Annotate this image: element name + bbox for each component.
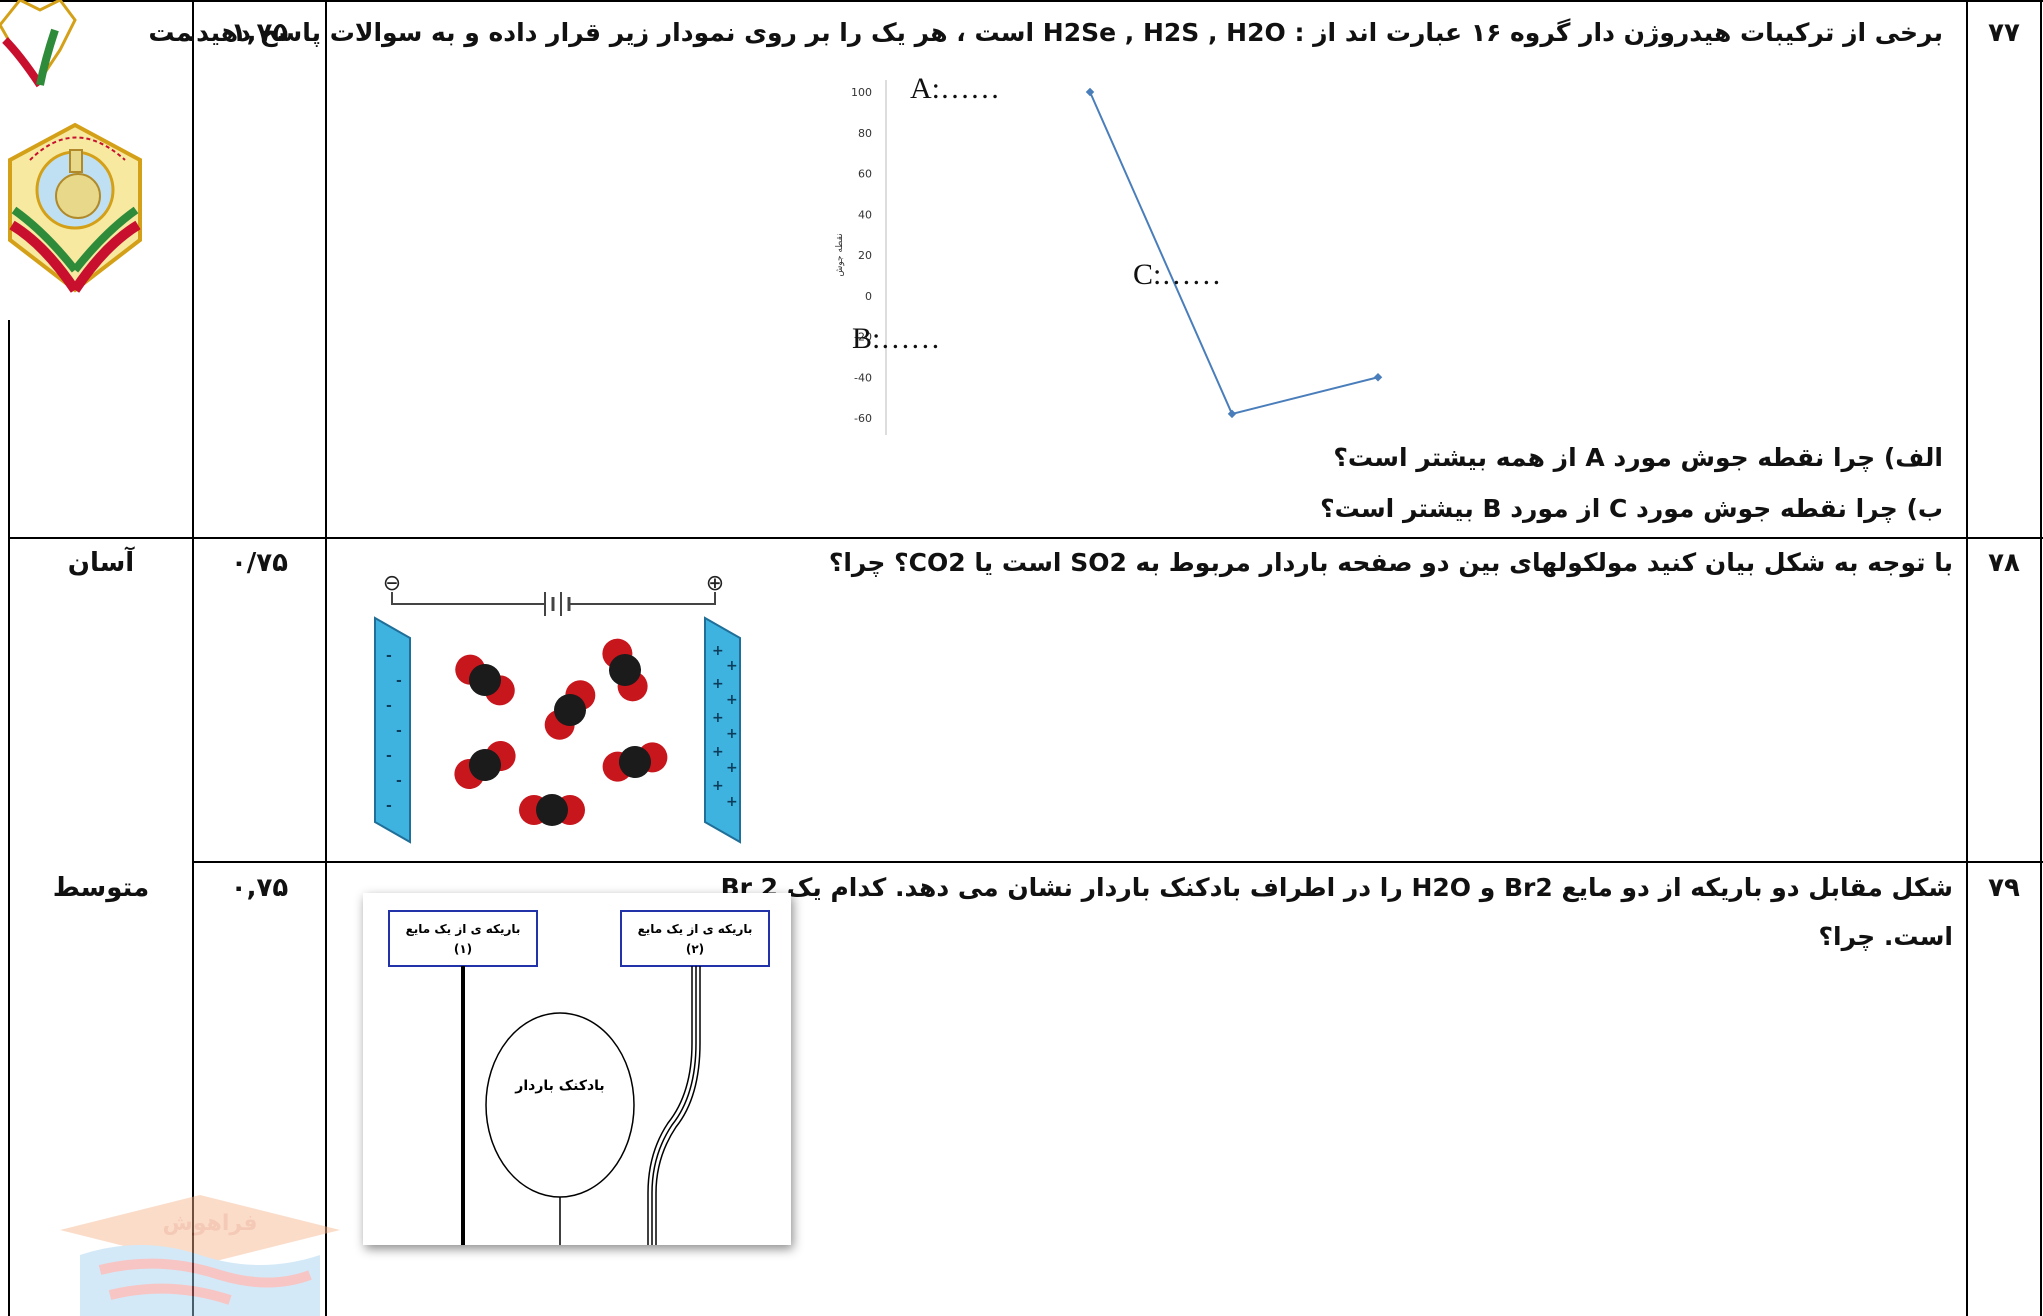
col-line-question-number — [1966, 0, 1968, 1316]
col-line-right — [2040, 0, 2042, 1316]
svg-text:+: + — [726, 794, 738, 810]
watermark-text: فراهوش — [162, 1211, 257, 1236]
svg-text:-: - — [386, 648, 392, 664]
chart-y-tick-label: 20 — [858, 249, 872, 262]
row-divider-78-79 — [192, 861, 2043, 863]
svg-text:-: - — [386, 748, 392, 764]
question-text-78: با توجه به شکل بیان کنید مولکولهای بین د… — [828, 548, 1953, 577]
question-number-77: ۷۷ — [1988, 18, 2020, 48]
svg-text:-: - — [396, 723, 402, 739]
chart-y-tick-label: -20 — [854, 331, 872, 344]
svg-text:+: + — [726, 658, 738, 674]
chart-point-label: C:…… — [1133, 258, 1221, 291]
question-level-77: مت — [148, 18, 192, 48]
chart-series-line — [1089, 91, 1379, 416]
col-line-left — [8, 320, 10, 1316]
charged-plates-figure: ⊖ ⊕ --- ---- ++++ ++++ ++ — [374, 571, 741, 844]
watermark-logo: فراهوش — [60, 1195, 340, 1316]
question-number-79: ۷۹ — [1988, 873, 2020, 903]
stream-right-label-box — [620, 910, 770, 967]
chart-y-tick-label: 100 — [851, 86, 872, 99]
molecule — [519, 794, 585, 826]
stream-right — [647, 966, 701, 1245]
question-score-79: ۰,۷۵ — [230, 873, 289, 903]
table-top-border — [0, 0, 2043, 2]
molecule — [602, 742, 668, 782]
chart-point-label: A:…… — [910, 72, 1000, 105]
question-score-78: ۰/۷۵ — [230, 548, 289, 578]
svg-text:-: - — [396, 673, 402, 689]
chart-y-tick-label: 60 — [858, 168, 872, 181]
balloon-figure: باریکه ی از یک مایع (۱) باریکه ی از یک م… — [363, 893, 791, 1245]
stream-left-label: باریکه ی از یک مایع — [406, 922, 521, 936]
question-number-78: ۷۸ — [1988, 548, 2020, 578]
battery-icon — [540, 592, 580, 616]
molecule — [544, 680, 596, 740]
question-77-sub-a: الف) چرا نقطه جوش مورد A از همه بیشتر اس… — [1333, 443, 1943, 472]
chart-y-axis-label: نقطه جوش — [835, 233, 845, 276]
svg-text:-: - — [396, 773, 402, 789]
molecule — [455, 654, 515, 706]
question-text-77: برخی از ترکیبات هیدروژن دار گروه ۱۶ عبار… — [186, 18, 1943, 47]
chart-point-label: B:…… — [852, 322, 940, 355]
question-text-79-line2: است. چرا؟ — [1818, 922, 1953, 951]
stream-right-label: باریکه ی از یک مایع — [638, 922, 753, 936]
stream-left-number: (۱) — [454, 942, 472, 956]
svg-text:-: - — [386, 698, 392, 714]
boiling-point-chart: نقطه جوش 100 80 60 40 20 0 -20 -40 -60 A:…… B:…… C… — [835, 72, 1383, 435]
charged-balloon — [485, 1012, 635, 1198]
question-level-79: متوسط — [52, 873, 150, 903]
positive-plate — [704, 616, 741, 844]
row-divider-77-78 — [8, 537, 2043, 539]
molecule — [454, 741, 516, 789]
plus-terminal-icon: ⊕ — [706, 571, 724, 596]
chart-y-tick-label: 80 — [858, 127, 872, 140]
col-line-score-question — [325, 0, 327, 1316]
question-text-79-line1: شکل مقابل دو باریکه از دو مایع Br2 و H2O… — [720, 873, 1953, 902]
negative-plate — [374, 616, 411, 844]
school-logo — [0, 0, 142, 293]
chart-point — [1227, 409, 1237, 419]
question-score-77: ۱,۷۵ — [230, 18, 289, 48]
stream-left-label-box — [388, 910, 538, 967]
svg-text:+: + — [712, 676, 724, 692]
svg-text:-: - — [386, 798, 392, 814]
svg-text:+: + — [712, 744, 724, 760]
chart-y-tick-label: 0 — [865, 290, 872, 303]
chart-point — [1085, 87, 1095, 97]
svg-text:+: + — [712, 643, 724, 659]
col-line-level-score — [192, 0, 194, 1316]
molecule — [602, 638, 648, 702]
chart-point — [1373, 373, 1383, 382]
question-level-78: آسان — [67, 548, 135, 578]
chart-y-tick-label: -60 — [854, 412, 872, 425]
chart-y-tick-label: -40 — [854, 371, 872, 384]
balloon-label: بادکنک باردار — [514, 1078, 604, 1094]
svg-text:+: + — [726, 760, 738, 776]
minus-terminal-icon: ⊖ — [383, 571, 401, 596]
svg-text:+: + — [712, 710, 724, 726]
question-77-sub-b: ب) چرا نقطه جوش مورد C از مورد B بیشتر ا… — [1320, 494, 1943, 523]
stream-right-number: (۲) — [686, 942, 704, 956]
svg-text:+: + — [726, 726, 738, 742]
svg-text:+: + — [712, 778, 724, 794]
svg-text:+: + — [726, 692, 738, 708]
chart-y-tick-label: 40 — [858, 208, 872, 221]
